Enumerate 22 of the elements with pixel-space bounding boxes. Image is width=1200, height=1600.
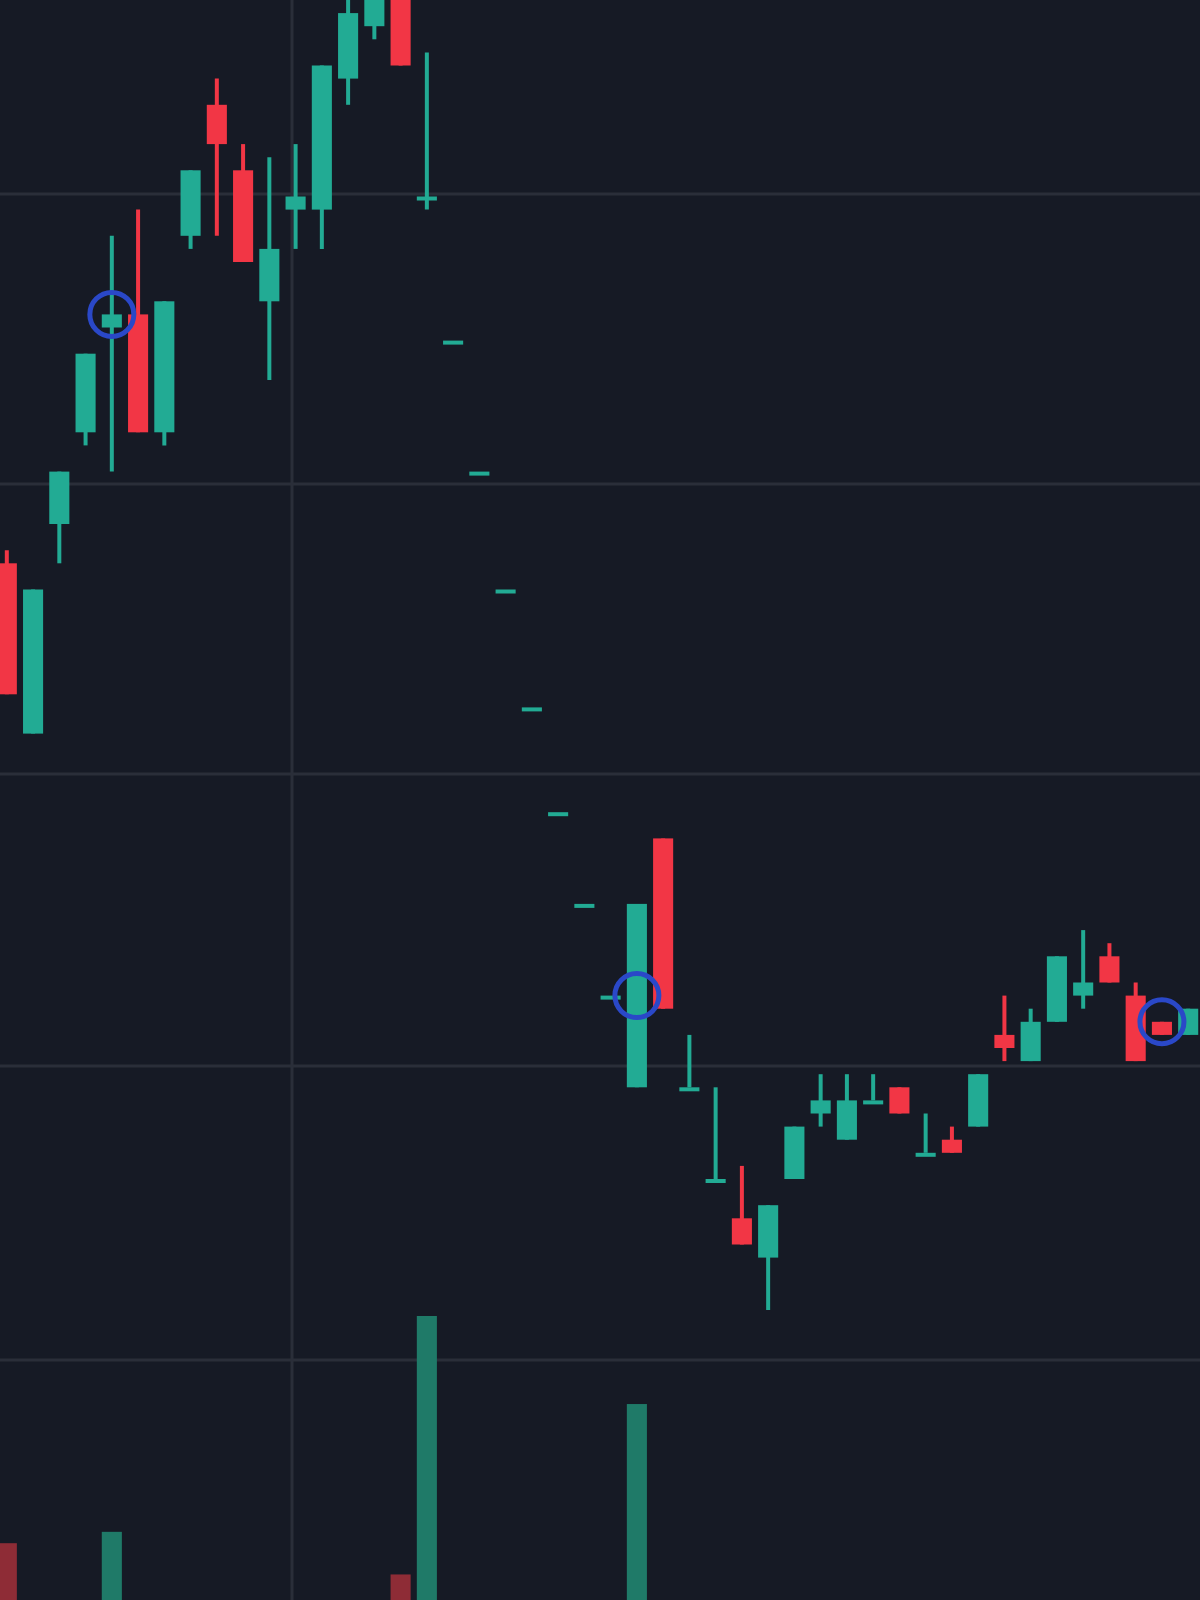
candlestick: [364, 0, 385, 42]
candlestick: [889, 1085, 910, 1116]
candlestick: [285, 142, 306, 251]
candlestick: [416, 50, 437, 212]
bar: [626, 1404, 647, 1600]
candlestick: [915, 1111, 936, 1157]
candlestick: [679, 1032, 700, 1092]
candlestick: [836, 1072, 857, 1142]
candlestick: [863, 1072, 884, 1105]
candlestick: [941, 1124, 962, 1155]
candlestick: [101, 233, 122, 474]
bar: [390, 1574, 411, 1600]
candlestick: [1099, 941, 1120, 985]
candlestick: [1073, 928, 1094, 1011]
bar: [101, 1531, 122, 1600]
candlestick: [731, 1163, 752, 1247]
candlestick: [1020, 1006, 1041, 1064]
candlestick: [810, 1072, 831, 1129]
candlestick: [206, 76, 227, 238]
candlestick: [705, 1085, 726, 1183]
candlestick: [994, 993, 1015, 1064]
bar: [416, 1316, 437, 1600]
